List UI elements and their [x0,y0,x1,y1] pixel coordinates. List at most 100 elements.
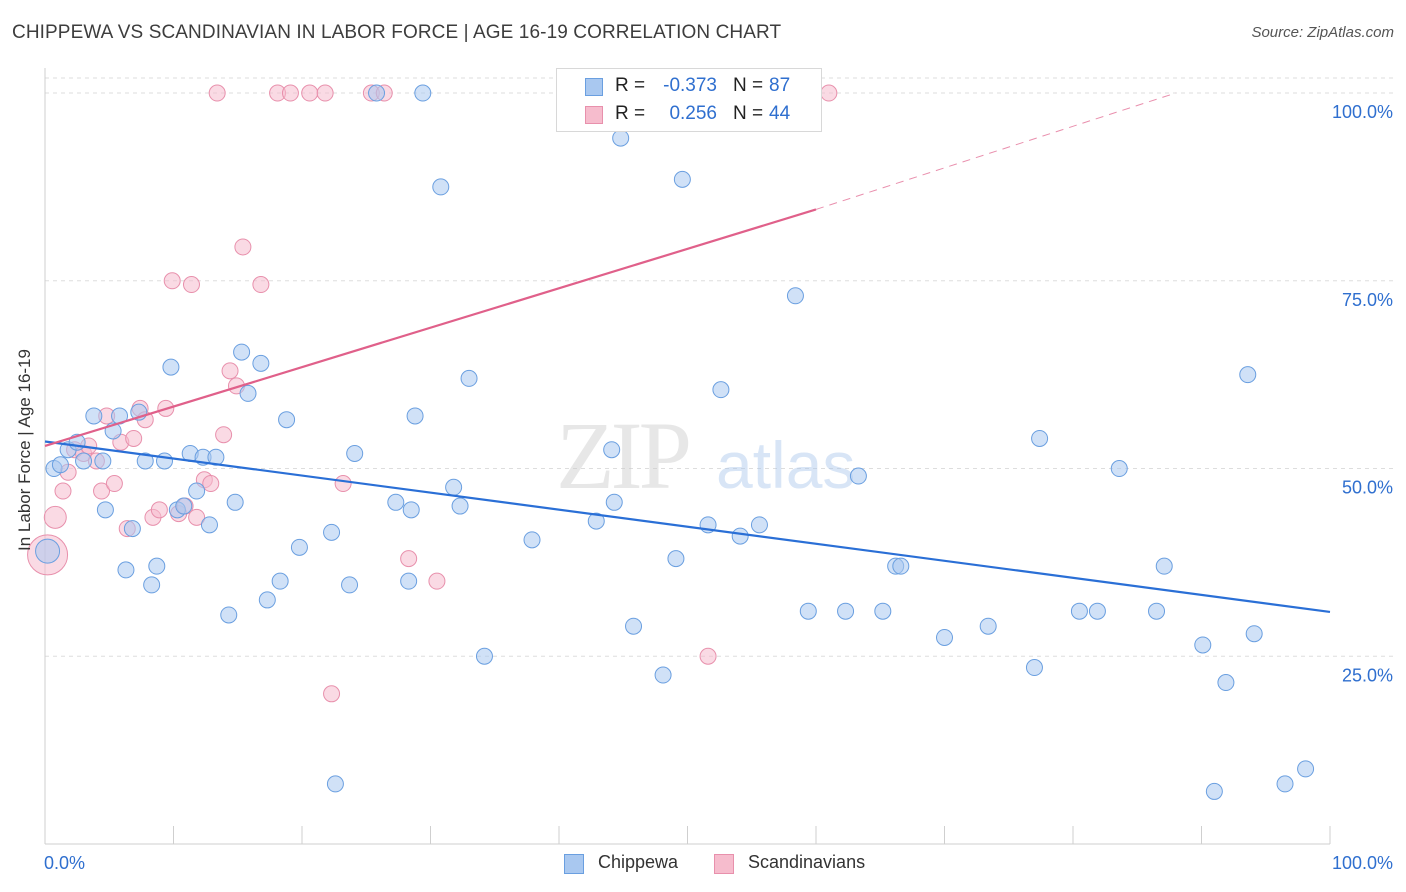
scandinavians-point [105,475,123,493]
chippewa-point [1025,659,1043,677]
chippewa-point [892,557,910,575]
chippewa-point [117,561,135,579]
scandinavians-point [281,84,299,102]
chippewa-point [414,84,432,102]
chippewa-point [625,617,643,635]
scandinavians-point [323,685,341,703]
chippewa-point [612,129,630,147]
chippewa-point [278,411,296,429]
scandinavians-point [334,475,352,493]
scandinavians-point [54,482,72,500]
legend-label-scandinavians: Scandinavians [748,852,866,872]
r-value-chippewa: -0.373 [663,75,717,96]
n-value-scandinavians: 44 [769,103,791,124]
scandinavians-point [221,362,239,380]
chippewa-point [148,557,166,575]
scandinavians-point [699,647,717,665]
chippewa-point [162,358,180,376]
scandinavians-trend-extension [815,92,1176,210]
chippewa-point [220,606,238,624]
chippewa-point [35,538,61,564]
watermark-zip: ZIP [556,402,689,509]
chippewa-point [1070,602,1088,620]
chippewa-point [233,343,251,361]
chippewa-point [94,452,112,470]
n-label: N = [733,103,764,124]
y-axis-title: In Labor Force | Age 16-19 [15,349,34,551]
scandinavians-point [208,84,226,102]
chippewa-point [673,170,691,188]
scandinavians-point [182,276,200,294]
scandinavians-point [215,426,233,444]
scandinavians-point [400,550,418,568]
chippewa-point [1194,636,1212,654]
chippewa-point [368,84,386,102]
chippewa-point [406,407,424,425]
source-label: Source: ZipAtlas.com [1251,24,1394,41]
chippewa-point [1110,460,1128,478]
chippewa-point [341,576,359,594]
n-value-chippewa: 87 [769,75,791,96]
watermark-atlas: atlas [716,428,855,502]
chart-title: CHIPPEWA VS SCANDINAVIAN IN LABOR FORCE … [12,22,782,43]
chippewa-point [1155,557,1173,575]
scandinavians-swatch [585,106,603,124]
chippewa-point [123,520,141,538]
tick-labels: 25.0% 50.0% 75.0% 100.0% 0.0% 100.0% [44,102,1393,873]
scandinavians-point [188,508,206,526]
scandinavians-point [820,84,838,102]
chippewa-point [731,527,749,545]
chippewa-point [1088,602,1106,620]
y-tick-label: 50.0% [1342,478,1393,498]
scandinavians-point [316,84,334,102]
scandinavians-point [163,272,181,290]
n-label: N = [733,75,764,96]
chippewa-point [1276,775,1294,793]
chippewa-point [326,775,344,793]
chippewa-point [200,516,218,534]
chippewa-point [603,441,621,459]
y-axis-title-wrap: In Labor Force | Age 16-19 [10,300,40,600]
chippewa-point [136,452,154,470]
chippewa-point [799,602,817,620]
stats-row-scandinavians: R = 0.256 N = 44 [557,101,821,129]
chippewa-point [143,576,161,594]
scandinavians-point [93,482,111,500]
chippewa-point [1245,625,1263,643]
chippewa-point [750,516,768,534]
chippewa-point [271,572,289,590]
scandinavians-point [428,572,446,590]
chippewa-point [51,456,69,474]
chippewa-point [475,647,493,665]
chippewa-point [654,666,672,684]
x-tick-label-min: 0.0% [44,853,85,873]
chippewa-swatch [585,78,603,96]
scandinavians-point [125,429,143,447]
chippewa-point [323,523,341,541]
chippewa-point [1205,782,1223,800]
legend-swatch-chippewa [564,854,584,874]
chippewa-point [849,467,867,485]
y-tick-label: 25.0% [1342,665,1393,685]
chippewa-point [1031,429,1049,447]
chippewa-point [451,497,469,515]
chippewa-point [523,531,541,549]
scandinavians-trend-line [44,208,817,448]
scandinavians-point [234,238,252,256]
trend-lines [44,92,1331,614]
chippewa-point [874,602,892,620]
r-value-scandinavians: 0.256 [669,103,717,124]
chippewa-point [402,501,420,519]
chippewa-point [1297,760,1315,778]
chippewa-point [1217,674,1235,692]
chippewa-point [400,572,418,590]
zipatlas-watermark: ZIP atlas [556,402,855,509]
r-label: R = [615,75,646,96]
chippewa-point [175,497,193,515]
scandinavians-point [202,475,220,493]
chippewa-point [936,628,953,646]
chippewa-trend-line [44,440,1331,614]
legend-label-chippewa: Chippewa [598,852,679,872]
chippewa-point [460,369,478,387]
chippewa-point [432,178,450,196]
